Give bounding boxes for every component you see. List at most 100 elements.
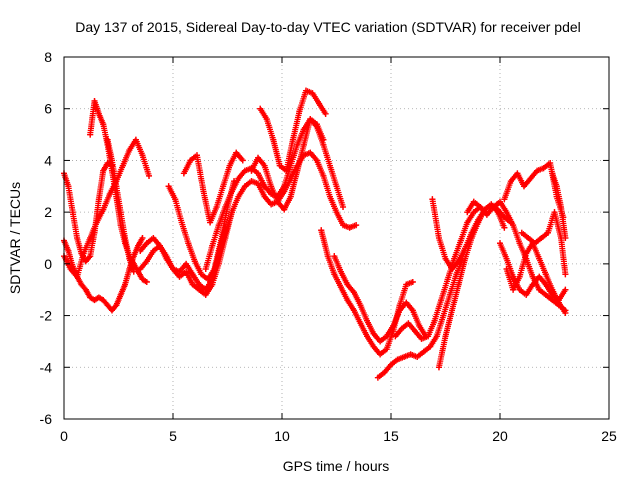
- data-point: [549, 170, 556, 177]
- data-point: [87, 235, 94, 241]
- data-point: [91, 97, 98, 104]
- data-point: [215, 222, 222, 229]
- data-point: [137, 247, 144, 254]
- data-point: [350, 289, 357, 296]
- data-point: [104, 136, 111, 143]
- series-prn-y: [549, 170, 569, 241]
- data-point: [220, 183, 227, 190]
- data-point: [536, 273, 543, 280]
- data-point: [95, 196, 102, 203]
- data-point: [191, 258, 198, 265]
- series-prn-p: [374, 255, 466, 381]
- data-point: [261, 193, 268, 200]
- data-point: [87, 294, 94, 301]
- data-point: [313, 121, 320, 128]
- data-point: [497, 240, 503, 247]
- data-point: [353, 222, 360, 229]
- data-point: [187, 157, 194, 164]
- data-point: [553, 183, 560, 190]
- data-point: [228, 209, 235, 216]
- y-tick-label: -4: [40, 359, 53, 375]
- data-point: [529, 273, 536, 280]
- data-point: [407, 351, 414, 358]
- data-point: [411, 328, 418, 335]
- data-point: [344, 297, 351, 304]
- data-point: [536, 286, 543, 293]
- data-point: [344, 281, 351, 288]
- data-point: [337, 268, 344, 275]
- series-prn-b: [87, 97, 150, 285]
- data-point: [233, 149, 240, 156]
- data-point: [100, 121, 107, 128]
- data-point: [449, 266, 456, 273]
- data-point: [108, 157, 115, 164]
- series-prn-n: [318, 227, 416, 358]
- data-point: [74, 235, 81, 241]
- data-point: [222, 203, 229, 210]
- data-point: [544, 229, 551, 236]
- series-prn-x: [518, 209, 569, 278]
- data-point: [67, 266, 74, 273]
- data-point: [457, 237, 464, 244]
- data-point: [239, 157, 246, 164]
- y-tick-label: 8: [44, 49, 52, 65]
- data-point: [176, 268, 183, 275]
- data-point: [69, 209, 76, 216]
- data-point: [108, 307, 115, 314]
- data-point: [477, 203, 484, 210]
- x-tick-label: 25: [601, 428, 617, 444]
- data-point: [235, 193, 242, 200]
- data-point: [143, 240, 150, 247]
- data-point: [281, 183, 288, 190]
- series-prn-m: [248, 116, 327, 213]
- data-point: [475, 219, 482, 226]
- y-tick-label: 2: [44, 204, 52, 220]
- data-point: [276, 162, 283, 169]
- data-point: [132, 136, 139, 143]
- data-point: [322, 110, 329, 117]
- data-point: [501, 224, 508, 231]
- data-point: [294, 141, 301, 148]
- series-prn-j: [209, 149, 360, 280]
- data-point: [374, 374, 381, 381]
- data-point: [80, 250, 87, 257]
- data-point: [126, 147, 133, 154]
- data-point: [403, 299, 410, 306]
- data-point: [257, 105, 264, 112]
- x-axis-label: GPS time / hours: [283, 458, 390, 474]
- data-point: [340, 222, 347, 229]
- data-point: [390, 322, 397, 329]
- data-point: [525, 235, 532, 241]
- data-point: [451, 255, 458, 262]
- data-point: [207, 219, 214, 226]
- data-point: [287, 162, 294, 169]
- data-point: [551, 209, 558, 216]
- data-point: [296, 108, 303, 115]
- data-point: [523, 250, 530, 257]
- series-prn-e: [104, 136, 137, 275]
- data-point: [340, 203, 347, 210]
- data-point: [383, 346, 390, 353]
- y-axis-label: SDTVAR / TECUs: [7, 182, 23, 294]
- data-point: [510, 286, 517, 293]
- data-point: [215, 253, 222, 260]
- data-point: [534, 167, 541, 174]
- data-point: [503, 209, 510, 216]
- data-point: [333, 183, 340, 190]
- data-point: [542, 291, 549, 298]
- data-point: [122, 235, 129, 241]
- data-point: [222, 229, 229, 236]
- data-point: [294, 167, 301, 174]
- data-point: [209, 273, 216, 280]
- data-point: [274, 198, 281, 205]
- data-point: [320, 141, 327, 148]
- data-point: [87, 253, 94, 260]
- data-point: [547, 160, 554, 167]
- data-point: [364, 317, 371, 324]
- series-prn-t: [464, 198, 569, 314]
- data-point: [529, 281, 536, 288]
- data-point: [468, 235, 475, 241]
- data-point: [455, 258, 462, 265]
- data-point: [248, 178, 255, 185]
